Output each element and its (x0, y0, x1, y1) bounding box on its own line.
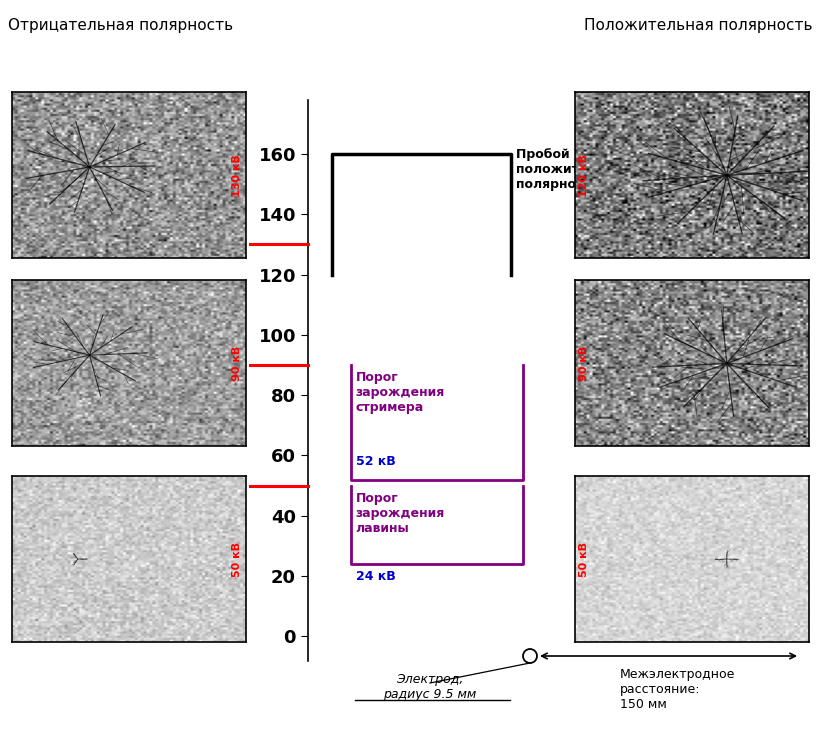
Text: 90 кВ: 90 кВ (232, 346, 242, 381)
Text: 52 кВ: 52 кВ (355, 455, 396, 469)
Text: 24 кВ: 24 кВ (355, 570, 396, 583)
Text: Электрод,
радиус 9.5 мм: Электрод, радиус 9.5 мм (383, 673, 477, 701)
Text: Порог
зарождения
стримера: Порог зарождения стримера (355, 371, 445, 414)
Text: Порог
зарождения
лавины: Порог зарождения лавины (355, 492, 445, 534)
Text: Межэлектродное
расстояние:
150 мм: Межэлектродное расстояние: 150 мм (620, 668, 736, 711)
Text: 50 кВ: 50 кВ (579, 542, 589, 576)
Text: Положительная полярность: Положительная полярность (585, 18, 813, 33)
Y-axis label: Напряжение,
кВ: Напряжение, кВ (218, 331, 247, 429)
Circle shape (523, 649, 537, 663)
Text: Пробой при
положительной
полярности: Пробой при положительной полярности (516, 148, 630, 191)
Text: 50 кВ: 50 кВ (232, 542, 242, 576)
Text: 90 кВ: 90 кВ (579, 346, 589, 381)
Text: Отрицательная полярность: Отрицательная полярность (8, 18, 233, 33)
Text: 120 кВ: 120 кВ (579, 154, 589, 197)
Text: 130 кВ: 130 кВ (232, 154, 242, 196)
